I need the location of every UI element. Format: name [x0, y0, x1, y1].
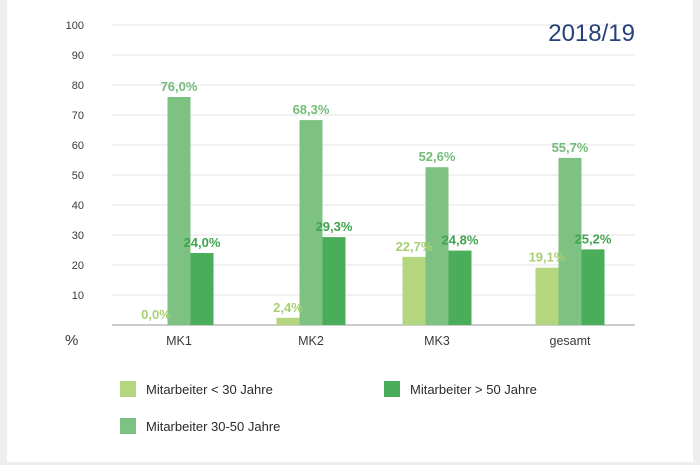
y-tick-label: 70: [72, 110, 84, 122]
data-label: 68,3%: [293, 102, 330, 117]
y-tick-label: 10: [72, 290, 84, 302]
legend-swatch: [384, 381, 400, 397]
x-axis-categories: MK1 MK2 MK3 gesamt: [166, 334, 591, 348]
y-axis-ticks: 10 20 30 40 50 60 70 80 90 100: [66, 20, 84, 302]
bar-mk2-series-1: [276, 317, 300, 325]
bar-gesamt-series-1: [535, 267, 559, 325]
data-label: 22,7%: [396, 239, 433, 254]
bar-mk1-series-2: [167, 97, 191, 325]
x-category-label: MK3: [424, 334, 450, 348]
data-label: 24,8%: [442, 233, 479, 248]
x-category-label: gesamt: [550, 334, 592, 348]
data-label: 0,0%: [141, 307, 171, 322]
bar-mk2-series-3: [322, 237, 346, 325]
x-category-label: MK1: [166, 334, 192, 348]
y-tick-label: 90: [72, 50, 84, 62]
y-tick-label: 50: [72, 170, 84, 182]
data-label: 19,1%: [529, 250, 566, 265]
chart-title: 2018/19: [548, 20, 635, 47]
data-label: 29,3%: [316, 219, 353, 234]
y-tick-label: 100: [66, 20, 84, 32]
y-tick-label: 80: [72, 80, 84, 92]
bar-mk3-series-2: [425, 167, 449, 325]
data-label: 2,4%: [273, 300, 303, 315]
bars: [167, 97, 605, 325]
legend-swatch: [120, 381, 136, 397]
bar-gesamt-series-2: [558, 157, 582, 325]
chart-card: 10 20 30 40 50 60 70 80 90 100 0,0% 76,0% 24,0% 2,4%…: [7, 0, 693, 462]
legend-label: Mitarbeiter 30-50 Jahre: [146, 419, 280, 434]
y-tick-label: 30: [72, 230, 84, 242]
data-label: 76,0%: [161, 79, 198, 94]
y-tick-label: 60: [72, 140, 84, 152]
legend-swatch: [120, 418, 136, 434]
bar-mk3-series-1: [402, 256, 426, 325]
bar-mk3-series-3: [448, 250, 472, 325]
legend-label: Mitarbeiter < 30 Jahre: [146, 382, 273, 397]
data-label: 55,7%: [552, 140, 589, 155]
data-label: 25,2%: [575, 231, 612, 246]
y-tick-label: 40: [72, 200, 84, 212]
data-labels: 0,0% 76,0% 24,0% 2,4% 68,3% 29,3% 22,7% 52,6% 24…: [141, 79, 612, 322]
y-tick-label: 20: [72, 260, 84, 272]
data-label: 24,0%: [184, 235, 221, 250]
bar-gesamt-series-3: [581, 249, 605, 325]
y-axis-unit: %: [65, 332, 78, 349]
data-label: 52,6%: [419, 149, 456, 164]
bar-mk1-series-3: [190, 253, 214, 325]
x-category-label: MK2: [298, 334, 324, 348]
legend-label: Mitarbeiter > 50 Jahre: [410, 382, 537, 397]
bar-mk2-series-2: [299, 120, 323, 325]
legend: Mitarbeiter < 30 Jahre Mitarbeiter 30-50 …: [120, 381, 537, 434]
bar-chart: 10 20 30 40 50 60 70 80 90 100 0,0% 76,0% 24,0% 2,4%…: [65, 20, 635, 434]
